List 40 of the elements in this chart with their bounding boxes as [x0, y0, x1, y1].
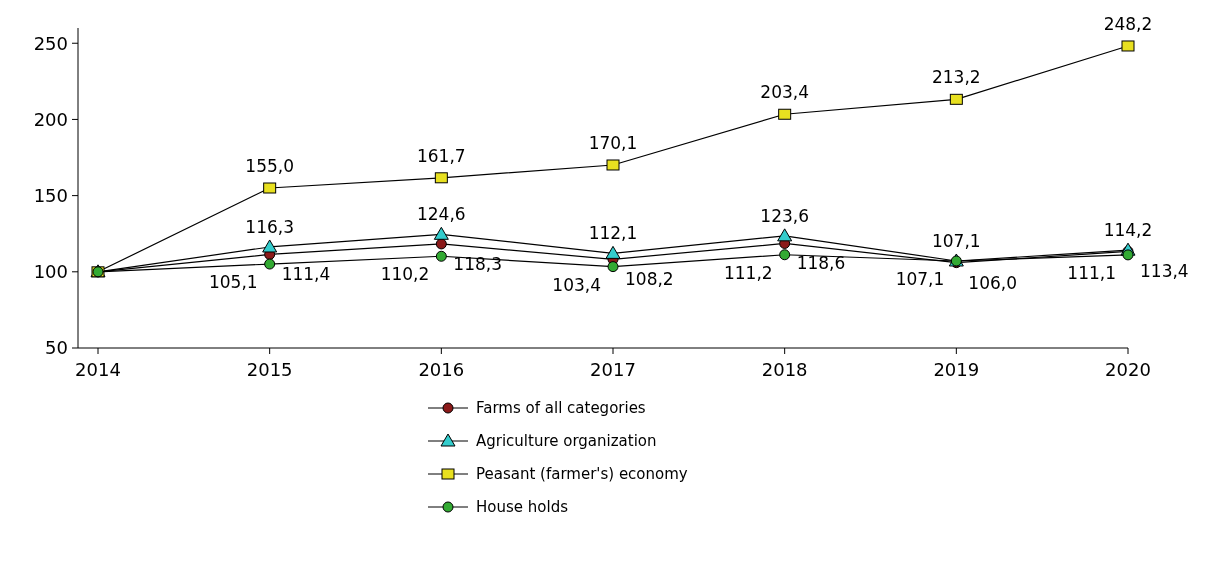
x-tick-label: 2017: [590, 359, 636, 380]
data-label: 105,1: [208, 272, 258, 293]
data-label: 106,0: [968, 272, 1018, 293]
legend-label: Peasant (farmer's) economy: [476, 465, 688, 484]
y-tick-label: 100: [33, 261, 68, 283]
data-label: 110,2: [380, 264, 430, 285]
x-tick-label: 2018: [761, 359, 808, 380]
data-label: 161,7: [417, 145, 466, 166]
data-label: 116,3: [245, 216, 294, 237]
data-label: 118,3: [453, 253, 503, 274]
x-tick-label: 2016: [418, 359, 465, 380]
y-tick-label: 50: [45, 337, 68, 359]
legend-label: House holds: [476, 498, 569, 517]
data-label: 111,2: [723, 262, 773, 283]
data-label: 124,6: [417, 204, 466, 225]
legend-label: Agriculture organization: [476, 432, 657, 451]
y-tick-label: 150: [33, 184, 68, 206]
data-label: 111,4: [281, 264, 331, 285]
data-label: 213,2: [932, 67, 981, 88]
data-label: 108,2: [625, 269, 674, 290]
x-tick-label: 2020: [1105, 359, 1151, 380]
x-tick-label: 2015: [246, 359, 293, 380]
data-label: 123,6: [760, 205, 809, 226]
data-label: 112,1: [588, 223, 638, 244]
data-label: 170,1: [588, 132, 638, 153]
data-label: 103,4: [552, 274, 601, 295]
y-tick-label: 250: [33, 32, 68, 54]
data-label: 107,1: [932, 230, 981, 251]
data-label: 118,6: [796, 253, 846, 274]
data-label: 114,2: [1103, 220, 1153, 241]
data-label: 113,4: [1140, 261, 1189, 282]
x-tick-label: 2014: [75, 359, 121, 380]
legend-label: Farms of all categories: [476, 399, 646, 418]
data-label: 155,0: [245, 156, 294, 176]
data-label: 107,1: [895, 268, 945, 289]
data-label: 248,2: [1103, 13, 1153, 34]
y-tick-label: 200: [33, 108, 68, 130]
x-tick-label: 2019: [933, 359, 980, 380]
data-label: 203,4: [760, 82, 809, 103]
data-label: 111,1: [1067, 262, 1116, 283]
